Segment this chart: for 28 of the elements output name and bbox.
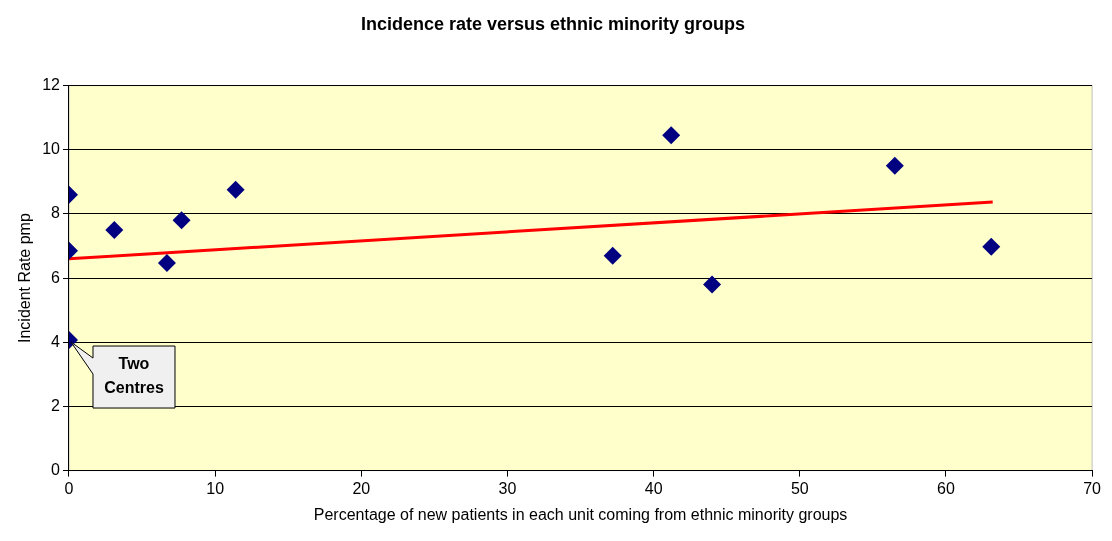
point [662, 126, 681, 145]
chart-title: Incidence rate versus ethnic minority groups [360, 13, 746, 34]
y-tick-label: 6 [51, 268, 61, 286]
y-tick-label: 10 [42, 140, 61, 158]
x-tick-label: 20 [352, 479, 371, 497]
point [603, 246, 622, 265]
x-tick-label: 70 [1083, 479, 1102, 497]
point [172, 211, 191, 230]
point [157, 254, 176, 273]
point [982, 237, 1001, 256]
y-tick-label: 2 [51, 396, 61, 414]
point [885, 156, 904, 175]
x-tick-label: 10 [206, 479, 225, 497]
annotation: Two Centres [104, 355, 164, 397]
point [703, 275, 722, 294]
x-axis-title: Percentage of new patients in each unit coming from ethnic minority groups [313, 505, 848, 523]
x-tick-label: 50 [790, 479, 809, 497]
x-tick-label: 30 [498, 479, 517, 497]
x-tick-label: 60 [937, 479, 955, 497]
y-tick-label: 0 [51, 461, 61, 479]
point [105, 220, 124, 239]
y-tick-label: 4 [51, 332, 61, 350]
x-tick-label: 0 [64, 479, 74, 497]
y-axis-title: Incident Rate pmp [16, 213, 34, 344]
point [226, 180, 245, 199]
x-tick-label: 40 [644, 479, 663, 497]
y-tick-label: 12 [42, 76, 61, 94]
y-tick-label: 8 [51, 204, 61, 222]
